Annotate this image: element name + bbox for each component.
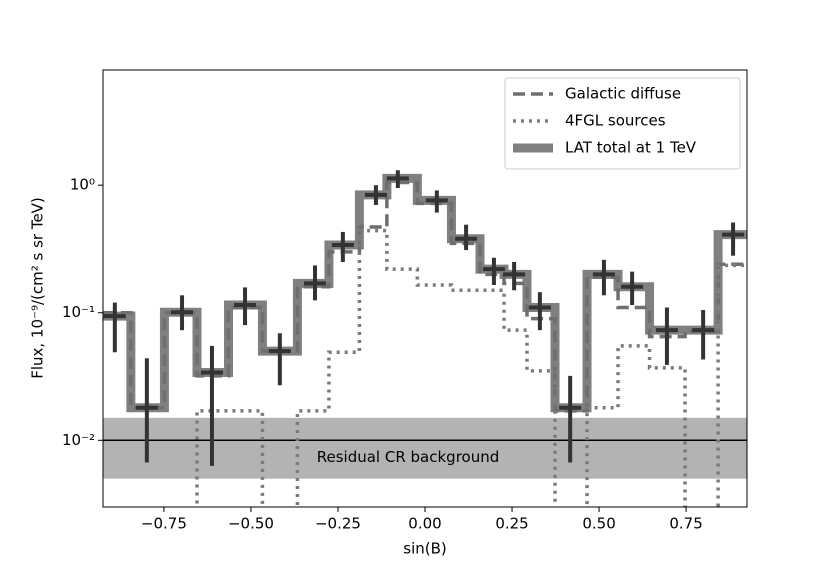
legend-label: Galactic diffuse xyxy=(565,85,681,103)
y-tick-label: 10⁻² xyxy=(62,431,95,449)
background-label: Residual CR background xyxy=(317,448,500,466)
legend-label: 4FGL sources xyxy=(565,112,666,130)
x-tick-label: −0.50 xyxy=(228,515,274,533)
x-tick-label: −0.75 xyxy=(141,515,187,533)
step-line xyxy=(195,228,747,507)
legend-box xyxy=(504,77,741,170)
x-tick-label: 0.25 xyxy=(495,515,528,533)
x-axis-label: sin(B) xyxy=(403,540,446,558)
x-tick-label: 0.75 xyxy=(669,515,702,533)
x-tick-label: −0.25 xyxy=(315,515,361,533)
y-tick-label: 10⁰ xyxy=(70,176,95,194)
step-line xyxy=(103,173,747,413)
x-tick-label: 0.00 xyxy=(408,515,441,533)
legend-label: LAT total at 1 TeV xyxy=(565,139,697,157)
x-tick-label: 0.50 xyxy=(582,515,615,533)
y-axis-label: Flux, 10⁻⁹/(cm² s sr TeV) xyxy=(29,197,47,379)
step-line xyxy=(103,180,747,413)
y-tick-label: 10⁻¹ xyxy=(62,303,95,321)
plot-area xyxy=(103,170,747,507)
